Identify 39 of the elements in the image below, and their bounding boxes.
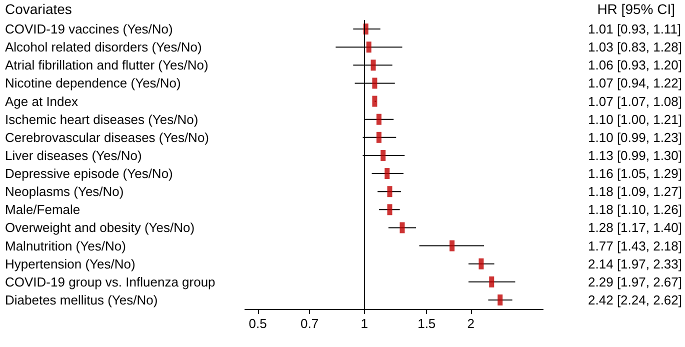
data-label: 1.06 [0.93, 1.20]	[588, 58, 682, 73]
y-tick-label: Ischemic heart diseases (Yes/No)	[5, 112, 198, 127]
data-label: 1.18 [1.09, 1.27]	[588, 184, 682, 200]
y-tick-label: Neoplasms (Yes/No)	[5, 184, 124, 200]
data-label: 1.07 [1.07, 1.08]	[588, 94, 682, 109]
x-tick-label: 1	[360, 316, 368, 331]
y-tick-label: Diabetes mellitus (Yes/No)	[5, 292, 158, 308]
y-tick-label: Overweight and obesity (Yes/No)	[5, 220, 195, 236]
y-tick-label: Alcohol related disorders (Yes/No)	[5, 40, 202, 55]
y-axis-title: Covariates	[5, 1, 72, 17]
data-label: 1.18 [1.10, 1.26]	[588, 202, 682, 218]
data-label: 2.42 [2.24, 2.62]	[588, 292, 682, 308]
x-tick-label: 2	[467, 316, 474, 331]
data-label: 1.16 [1.05, 1.29]	[588, 166, 682, 182]
data-label: 1.13 [0.99, 1.30]	[588, 148, 682, 163]
y-tick-label: Age at Index	[5, 94, 78, 109]
y-tick-label: COVID-19 group vs. Influenza group	[5, 274, 216, 290]
y-tick-label: Cerebrovascular diseases (Yes/No)	[5, 130, 210, 145]
y-tick-label: COVID-19 vaccines (Yes/No)	[5, 22, 173, 37]
y-tick-label: Atrial fibrillation and flutter (Yes/No)	[5, 58, 208, 73]
data-label: 1.10 [0.99, 1.23]	[588, 130, 682, 145]
x-tick-label: 0.5	[248, 316, 267, 331]
x-tick-label: 1.5	[418, 316, 436, 331]
data-label: 1.03 [0.83, 1.28]	[588, 40, 682, 55]
data-label: 2.14 [1.97, 2.33]	[588, 256, 682, 272]
data-label: 1.07 [0.94, 1.22]	[588, 76, 682, 91]
data-label: 1.01 [0.93, 1.11]	[588, 22, 682, 37]
x-tick-label: 0.7	[300, 316, 319, 331]
data-label: 1.77 [1.43, 2.18]	[588, 238, 682, 254]
y-tick-label: Hypertension (Yes/No)	[5, 256, 136, 272]
y-tick-label: Male/Female	[5, 202, 80, 218]
y-tick-label: Nicotine dependence (Yes/No)	[5, 76, 181, 91]
data-label: 2.29 [1.97, 2.67]	[588, 274, 682, 290]
y-tick-label: Depressive episode (Yes/No)	[5, 166, 173, 182]
y-tick-label: Liver diseases (Yes/No)	[5, 148, 142, 163]
y-tick-label: Malnutrition (Yes/No)	[5, 238, 126, 254]
data-label: 1.28 [1.17, 1.40]	[588, 220, 682, 236]
text: HR [95% CI]	[597, 1, 676, 17]
data-label: 1.10 [1.00, 1.21]	[588, 112, 682, 127]
